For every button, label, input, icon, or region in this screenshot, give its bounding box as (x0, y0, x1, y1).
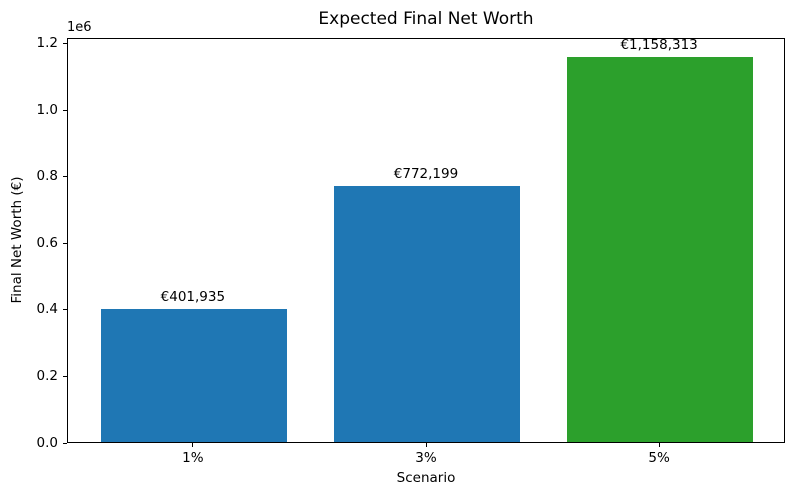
bar-value-label: €772,199 (393, 165, 459, 182)
x-tick-label: 5% (648, 450, 670, 466)
y-tick-label: 0.6 (36, 234, 58, 251)
x-tick-mark (192, 443, 194, 447)
bar-value-label: €1,158,313 (620, 37, 698, 54)
plot-area (67, 38, 785, 443)
bar (566, 57, 754, 442)
y-tick-mark (63, 242, 67, 244)
y-tick-label: 0.0 (36, 434, 58, 451)
x-axis-label: Scenario (396, 470, 456, 486)
y-tick-label: 0.4 (36, 301, 58, 318)
y-tick-label: 0.2 (36, 367, 58, 384)
x-tick-mark (425, 443, 427, 447)
y-tick-mark (63, 176, 67, 178)
y-tick-label: 0.8 (36, 168, 58, 185)
x-tick-label: 1% (182, 450, 204, 466)
y-axis-offset-label: 1e6 (67, 20, 92, 35)
y-tick-mark (63, 109, 67, 111)
y-tick-mark (63, 42, 67, 44)
y-tick-label: 1.0 (36, 101, 58, 118)
y-tick-mark (63, 442, 67, 444)
bar-value-label: €401,935 (160, 289, 226, 306)
y-tick-mark (63, 309, 67, 311)
x-tick-mark (658, 443, 660, 447)
y-tick-mark (63, 375, 67, 377)
y-tick-label: 1.2 (36, 34, 58, 51)
chart-title: Expected Final Net Worth (318, 9, 534, 29)
bar (100, 309, 288, 442)
x-tick-label: 3% (415, 450, 437, 466)
bar (333, 185, 521, 442)
